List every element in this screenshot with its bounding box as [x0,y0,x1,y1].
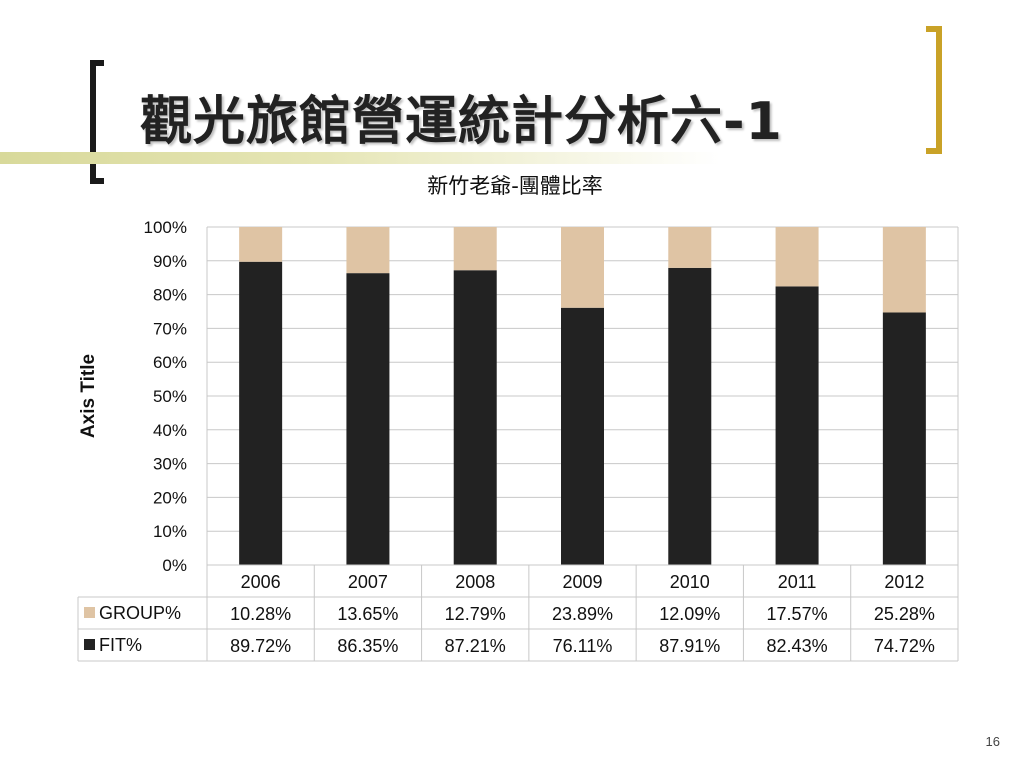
bar-group-2010 [668,227,712,268]
bar-group-2006 [239,227,283,262]
x-category-label: 2007 [348,572,388,592]
page-number: 16 [985,734,1000,749]
bar-fit-2008 [453,270,497,565]
slide-title: 觀光旅館營運統計分析六-1 [140,92,783,152]
y-tick-label: 10% [153,522,187,541]
data-table-value: 10.28% [230,604,291,624]
bar-fit-2009 [561,307,604,565]
data-table-value: 12.09% [659,604,720,624]
bar-fit-2010 [668,267,712,565]
bar-group-2011 [775,227,819,287]
legend-series-name: FIT% [99,635,142,655]
legend-swatch [84,607,95,618]
data-table-value: 82.43% [767,636,828,656]
data-table-value: 76.11% [553,636,613,656]
right-bracket-decoration [926,26,942,154]
y-tick-label: 20% [153,488,187,507]
y-tick-label: 50% [153,387,187,406]
y-tick-label: 30% [153,455,187,474]
stacked-bar-chart: 0% 10% 20% 30% 40% 50% 60% 70% 80% 90% 100% Axis Ti… [77,218,959,662]
bar-fit-2012 [882,312,926,565]
data-table-value: 89.72% [230,636,291,656]
x-category-label: 2008 [455,572,495,592]
bar-group-2009 [561,227,604,308]
bar-fit-2011 [775,286,819,565]
data-table-value: 86.35% [337,636,398,656]
data-table-value: 17.57% [767,604,828,624]
y-tick-label: 40% [153,421,187,440]
chart-title: 新竹老爺-團體比率 [427,174,603,198]
y-tick-label: 70% [153,319,187,338]
data-table-value: 74.72% [874,636,935,656]
left-bracket-decoration [90,60,104,184]
bar-group-2008 [453,227,497,271]
x-category-label: 2011 [778,572,817,592]
x-category-label: 2010 [670,572,710,592]
data-table-value: 87.21% [445,636,506,656]
legend-series-name: GROUP% [99,603,181,623]
x-category-label: 2009 [562,572,602,592]
data-table-value: 25.28% [874,604,935,624]
x-category-label: 2012 [884,572,924,592]
bar-group-2007 [346,227,390,274]
x-category-label: 2006 [241,572,281,592]
y-tick-label: 100% [144,218,187,237]
y-axis-title: Axis Title [78,354,99,438]
legend-swatch [84,639,95,650]
title-underline-bar [0,152,720,164]
y-tick-label: 80% [153,286,187,305]
y-tick-label: 90% [153,252,187,271]
bar-group-2012 [882,227,926,313]
data-table-value: 13.65% [337,604,398,624]
y-tick-label: 0% [162,556,187,575]
data-table-value: 12.79% [445,604,506,624]
data-table-value: 23.89% [552,604,613,624]
y-tick-label: 60% [153,353,187,372]
data-table-value: 87.91% [659,636,720,656]
bar-fit-2007 [346,273,390,565]
bar-fit-2006 [239,261,283,565]
